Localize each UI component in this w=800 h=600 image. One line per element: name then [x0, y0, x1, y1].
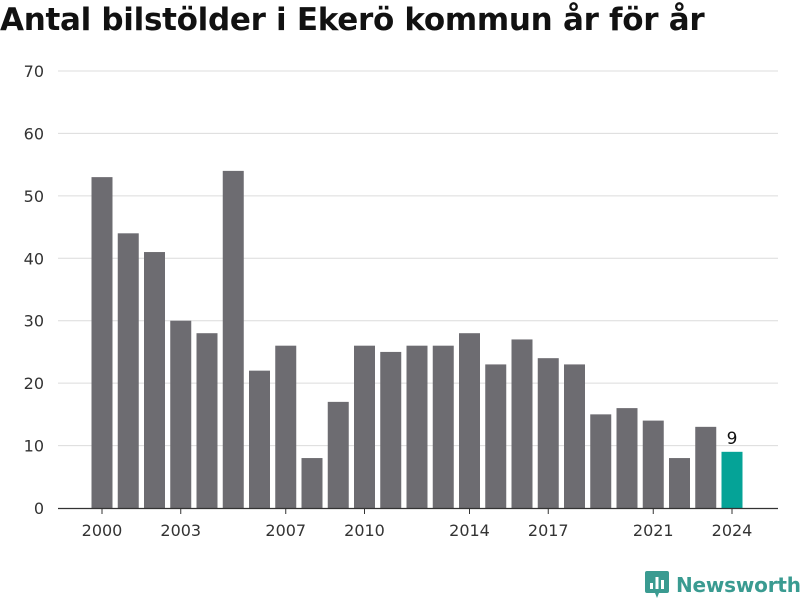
- x-axis: [58, 507, 778, 514]
- highlight-data-label: 9: [727, 429, 738, 449]
- y-tick-label: 70: [24, 62, 44, 81]
- bars: [91, 170, 743, 509]
- bar-2014: [459, 333, 480, 508]
- bar-2009: [327, 401, 349, 508]
- x-tick-label: 2003: [160, 521, 201, 540]
- bar-2012: [406, 345, 428, 508]
- bar-2007: [275, 345, 297, 508]
- chart-title: Antal bilstölder i Ekerö kommun år för å…: [0, 2, 705, 38]
- x-tick-label: 2000: [82, 521, 123, 540]
- x-tick-label: 2007: [265, 521, 306, 540]
- bar-2013: [432, 345, 454, 508]
- logo-text: Newsworthy: [676, 573, 800, 597]
- bar-2006: [249, 370, 270, 508]
- bar-2020: [616, 408, 638, 508]
- bar-2019: [590, 414, 612, 508]
- y-tick-label: 40: [24, 249, 44, 268]
- bar-2023: [695, 426, 717, 508]
- newsworthy-chart-icon: [645, 571, 669, 598]
- data-labels: 9: [727, 429, 738, 449]
- y-tick-label: 30: [24, 312, 44, 331]
- bar-2011: [380, 351, 402, 508]
- y-tick-label: 0: [34, 499, 44, 518]
- bar-2005: [222, 170, 244, 508]
- bar-2010: [354, 345, 375, 508]
- bar-2015: [485, 364, 507, 508]
- bar-2022: [669, 458, 690, 508]
- bar-2001: [117, 233, 139, 509]
- y-tick-label: 50: [24, 187, 44, 206]
- x-tick-label: 2017: [528, 521, 569, 540]
- bar-2017: [537, 358, 559, 508]
- y-axis-labels: 0 10 20 30 40 50 60 70: [24, 62, 44, 518]
- bar-2003: [170, 320, 192, 508]
- x-tick-label: 2024: [712, 521, 753, 540]
- y-tick-label: 60: [24, 124, 44, 143]
- x-tick-label: 2010: [344, 521, 385, 540]
- bar-2016: [511, 339, 533, 508]
- newsworthy-logo: Newsworthy: [645, 570, 800, 600]
- bar-2024: [721, 451, 743, 508]
- bar-2002: [144, 252, 165, 508]
- bar-2004: [196, 333, 218, 508]
- bar-2021: [642, 420, 664, 508]
- x-tick-label: 2014: [449, 521, 490, 540]
- y-tick-label: 20: [24, 374, 44, 393]
- bar-2018: [564, 364, 585, 508]
- y-tick-label: 10: [24, 437, 44, 456]
- x-tick-label: 2021: [633, 521, 674, 540]
- x-axis-labels: 2000 2003 2007 2010 2014 2017 2021 2024: [82, 521, 753, 540]
- bar-2000: [91, 177, 113, 508]
- bar-2008: [301, 458, 323, 508]
